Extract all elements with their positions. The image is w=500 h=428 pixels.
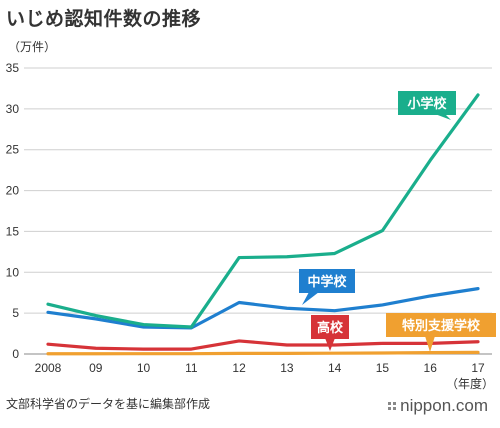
x-tick-label: 2008 bbox=[35, 361, 62, 375]
y-tick-label: 20 bbox=[6, 184, 20, 198]
series-line bbox=[46, 287, 480, 330]
x-tick-label: 14 bbox=[328, 361, 342, 375]
x-tick-label: 12 bbox=[232, 361, 246, 375]
series-name: 特別支援学校 bbox=[402, 318, 481, 334]
y-tick-label: 35 bbox=[6, 61, 20, 75]
source-note: 文部科学省のデータを基に編集部作成 bbox=[6, 397, 211, 411]
y-axis-unit: （万件） bbox=[8, 40, 57, 54]
label-box bbox=[398, 91, 456, 115]
y-tick-label: 25 bbox=[6, 143, 20, 157]
label-pointer bbox=[435, 114, 451, 120]
series-label-tag: 中学校 bbox=[299, 269, 355, 305]
series-name: 小学校 bbox=[407, 96, 447, 112]
series-line bbox=[46, 93, 480, 329]
series-label-tag: 高校 bbox=[311, 315, 349, 351]
x-tick-label: 17 bbox=[471, 361, 485, 375]
label-pointer bbox=[425, 336, 435, 352]
label-box bbox=[386, 313, 496, 337]
label-pointer bbox=[325, 338, 335, 351]
label-box bbox=[299, 269, 355, 293]
brand-dots-icon bbox=[388, 402, 397, 410]
series-line bbox=[46, 339, 480, 351]
series-name: 高校 bbox=[317, 320, 344, 336]
series-lines bbox=[46, 93, 480, 356]
brand-logo: nippon.com bbox=[388, 396, 488, 416]
label-box bbox=[311, 315, 349, 339]
x-tick-label: 11 bbox=[185, 361, 198, 375]
brand-name: nippon.com bbox=[400, 396, 488, 415]
y-tick-label: 15 bbox=[6, 224, 20, 238]
y-tick-label: 30 bbox=[6, 102, 20, 116]
x-axis-unit: （年度） bbox=[446, 376, 494, 391]
series-line bbox=[46, 350, 480, 356]
series-name: 中学校 bbox=[307, 274, 347, 290]
y-tick-label: 0 bbox=[12, 347, 19, 361]
x-tick-label: 13 bbox=[280, 361, 294, 375]
x-tick-label: 15 bbox=[376, 361, 390, 375]
x-tick-label: 16 bbox=[424, 361, 438, 375]
series-label-tag: 特別支援学校 bbox=[386, 313, 496, 352]
chart-title: いじめ認知件数の推移 bbox=[6, 8, 202, 30]
x-axis-ticks: 2008 09 10 11 12 13 14 15 16 17 bbox=[35, 361, 485, 375]
y-tick-label: 5 bbox=[12, 306, 19, 320]
label-pointer bbox=[302, 292, 319, 305]
y-tick-label: 10 bbox=[6, 265, 20, 279]
x-tick-label: 09 bbox=[89, 361, 103, 375]
y-axis-ticks: 0 5 10 15 20 25 30 35 bbox=[6, 61, 20, 361]
x-tick-label: 10 bbox=[137, 361, 151, 375]
series-label-tag: 小学校 bbox=[398, 91, 456, 120]
